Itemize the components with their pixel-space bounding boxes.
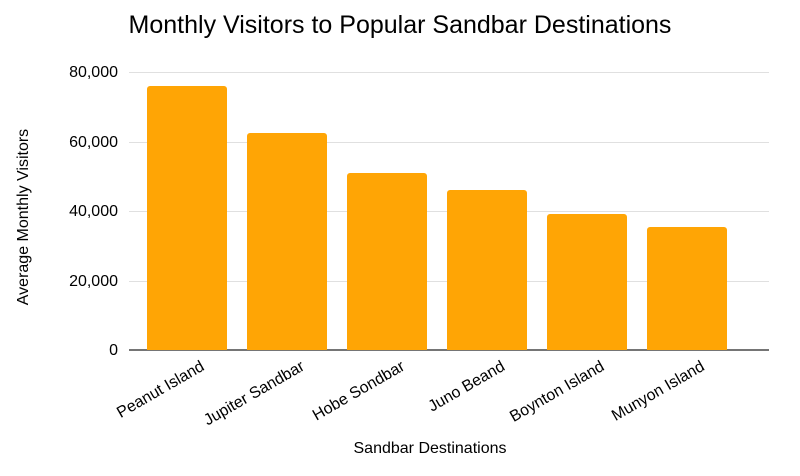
bar-4: [447, 190, 527, 350]
bar-3: [347, 173, 427, 350]
chart-title: Monthly Visitors to Popular Sandbar Dest…: [128, 11, 672, 39]
gridline: [129, 72, 769, 73]
y-tick-label: 20,000: [69, 272, 118, 290]
x-tick-label: Munyon Island: [608, 358, 708, 425]
bar-2: [247, 133, 327, 350]
y-tick-label: 60,000: [69, 133, 118, 151]
x-axis-line: [129, 349, 769, 351]
y-tick-label: 40,000: [69, 203, 118, 220]
gridline: [129, 141, 769, 143]
x-axis-title: Sandbar Destinations: [353, 440, 507, 457]
x-tick-label: Hobe Sondbar: [309, 358, 408, 425]
y-tick-label: 0: [109, 342, 118, 359]
x-tick-label: Jupiter Sandbar: [201, 358, 308, 430]
x-tick-label: Boynton Island: [507, 358, 608, 426]
x-tick-label: Peanut Island: [114, 358, 208, 422]
plot-area: [129, 72, 769, 351]
bar-5: [547, 214, 627, 350]
bar-1: [147, 86, 227, 350]
bar-6: [647, 227, 727, 350]
x-tick-label: Juno Beand: [425, 358, 508, 416]
y-tick-label: 80,000: [69, 64, 118, 81]
